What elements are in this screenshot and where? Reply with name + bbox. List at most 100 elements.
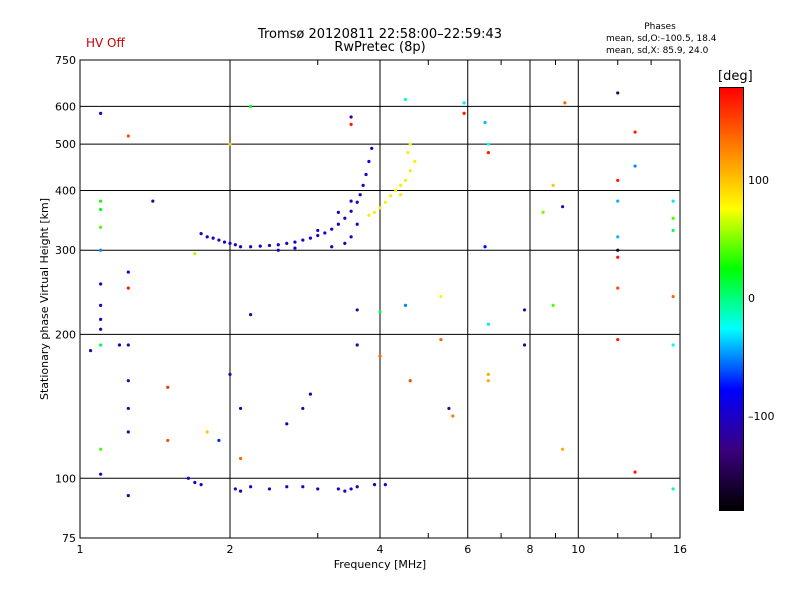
data-point bbox=[258, 244, 262, 248]
data-point bbox=[238, 245, 243, 249]
data-point bbox=[117, 343, 122, 347]
data-point bbox=[551, 183, 555, 187]
data-point bbox=[228, 372, 232, 376]
phase-stats-o: mean, sd,O:–100.5, 18.4 bbox=[606, 34, 717, 44]
data-point bbox=[383, 483, 387, 487]
data-point bbox=[301, 406, 305, 411]
data-point bbox=[616, 338, 620, 342]
data-point bbox=[99, 327, 103, 331]
data-point bbox=[126, 134, 130, 138]
data-point bbox=[367, 213, 371, 217]
data-point bbox=[349, 115, 353, 119]
data-point bbox=[408, 169, 412, 173]
data-point bbox=[308, 236, 313, 240]
data-point bbox=[355, 485, 359, 489]
data-point bbox=[126, 406, 130, 411]
data-point bbox=[285, 241, 289, 246]
data-point bbox=[560, 447, 565, 451]
x-tick-label: 10 bbox=[571, 543, 585, 556]
data-point bbox=[99, 447, 103, 451]
data-point bbox=[323, 231, 327, 235]
data-point bbox=[205, 235, 209, 239]
data-point bbox=[199, 231, 203, 236]
data-point bbox=[671, 216, 675, 220]
data-point bbox=[408, 142, 412, 146]
colorbar-tick-label: 100 bbox=[748, 174, 769, 188]
data-point bbox=[330, 245, 334, 249]
data-point bbox=[316, 228, 320, 233]
phase-stats-heading: Phases bbox=[644, 22, 676, 32]
data-point bbox=[616, 178, 620, 182]
phase-stats-x: mean, sd,X: 85.9, 24.0 bbox=[606, 46, 709, 56]
data-point bbox=[233, 487, 237, 491]
data-point bbox=[358, 193, 362, 197]
data-point bbox=[671, 487, 675, 491]
data-point bbox=[483, 120, 487, 125]
data-point bbox=[394, 188, 398, 193]
data-point bbox=[205, 430, 209, 434]
data-point bbox=[541, 210, 545, 214]
data-point bbox=[99, 207, 103, 212]
x-tick-label: 6 bbox=[464, 543, 471, 556]
data-point bbox=[447, 406, 451, 411]
data-point bbox=[633, 130, 637, 134]
y-tick-label: 200 bbox=[55, 328, 76, 341]
data-point bbox=[522, 343, 527, 347]
plot-subtitle: RwPretec (8p) bbox=[334, 40, 426, 55]
data-point bbox=[267, 487, 272, 491]
data-point bbox=[217, 238, 221, 242]
data-point bbox=[439, 294, 443, 299]
data-point bbox=[486, 372, 490, 376]
data-point bbox=[355, 343, 359, 347]
data-point bbox=[355, 200, 359, 204]
data-point bbox=[616, 248, 620, 252]
data-point bbox=[671, 199, 675, 203]
data-point bbox=[408, 379, 412, 383]
data-point bbox=[217, 438, 221, 443]
x-tick-label: 16 bbox=[673, 543, 687, 556]
hv-status: HV Off bbox=[86, 36, 125, 50]
data-point bbox=[166, 385, 170, 389]
data-point bbox=[378, 206, 382, 210]
data-point bbox=[316, 233, 320, 238]
data-point bbox=[249, 313, 253, 317]
data-point bbox=[249, 104, 253, 108]
data-point bbox=[166, 438, 170, 443]
data-point bbox=[403, 178, 408, 182]
data-point bbox=[293, 246, 297, 250]
data-point bbox=[372, 483, 377, 487]
data-point bbox=[233, 243, 237, 247]
data-point bbox=[383, 200, 387, 204]
x-tick-label: 1 bbox=[77, 543, 84, 556]
data-point bbox=[301, 485, 305, 489]
data-point bbox=[462, 111, 466, 115]
data-point bbox=[99, 111, 103, 115]
data-point bbox=[616, 286, 620, 290]
data-point bbox=[399, 183, 403, 187]
data-point bbox=[99, 199, 103, 203]
data-point bbox=[671, 228, 675, 233]
data-point bbox=[616, 199, 620, 203]
data-point bbox=[126, 286, 130, 290]
data-point bbox=[364, 172, 368, 177]
data-point bbox=[349, 122, 353, 126]
data-point bbox=[616, 255, 620, 259]
data-point bbox=[249, 485, 253, 489]
data-point bbox=[388, 194, 393, 198]
data-point bbox=[616, 235, 620, 239]
data-point bbox=[633, 164, 637, 168]
data-point bbox=[99, 282, 103, 286]
y-tick-label: 100 bbox=[55, 472, 76, 485]
data-point bbox=[462, 101, 466, 105]
data-point bbox=[343, 489, 347, 493]
data-point bbox=[88, 348, 93, 353]
data-point bbox=[372, 210, 377, 214]
data-point bbox=[228, 241, 232, 246]
data-point bbox=[316, 487, 320, 491]
data-point bbox=[349, 487, 353, 491]
data-point bbox=[671, 343, 675, 347]
data-point bbox=[563, 101, 567, 105]
phase-stats: Phases mean, sd,O:–100.5, 18.4 mean, sd,… bbox=[606, 21, 717, 57]
data-point bbox=[238, 406, 243, 411]
